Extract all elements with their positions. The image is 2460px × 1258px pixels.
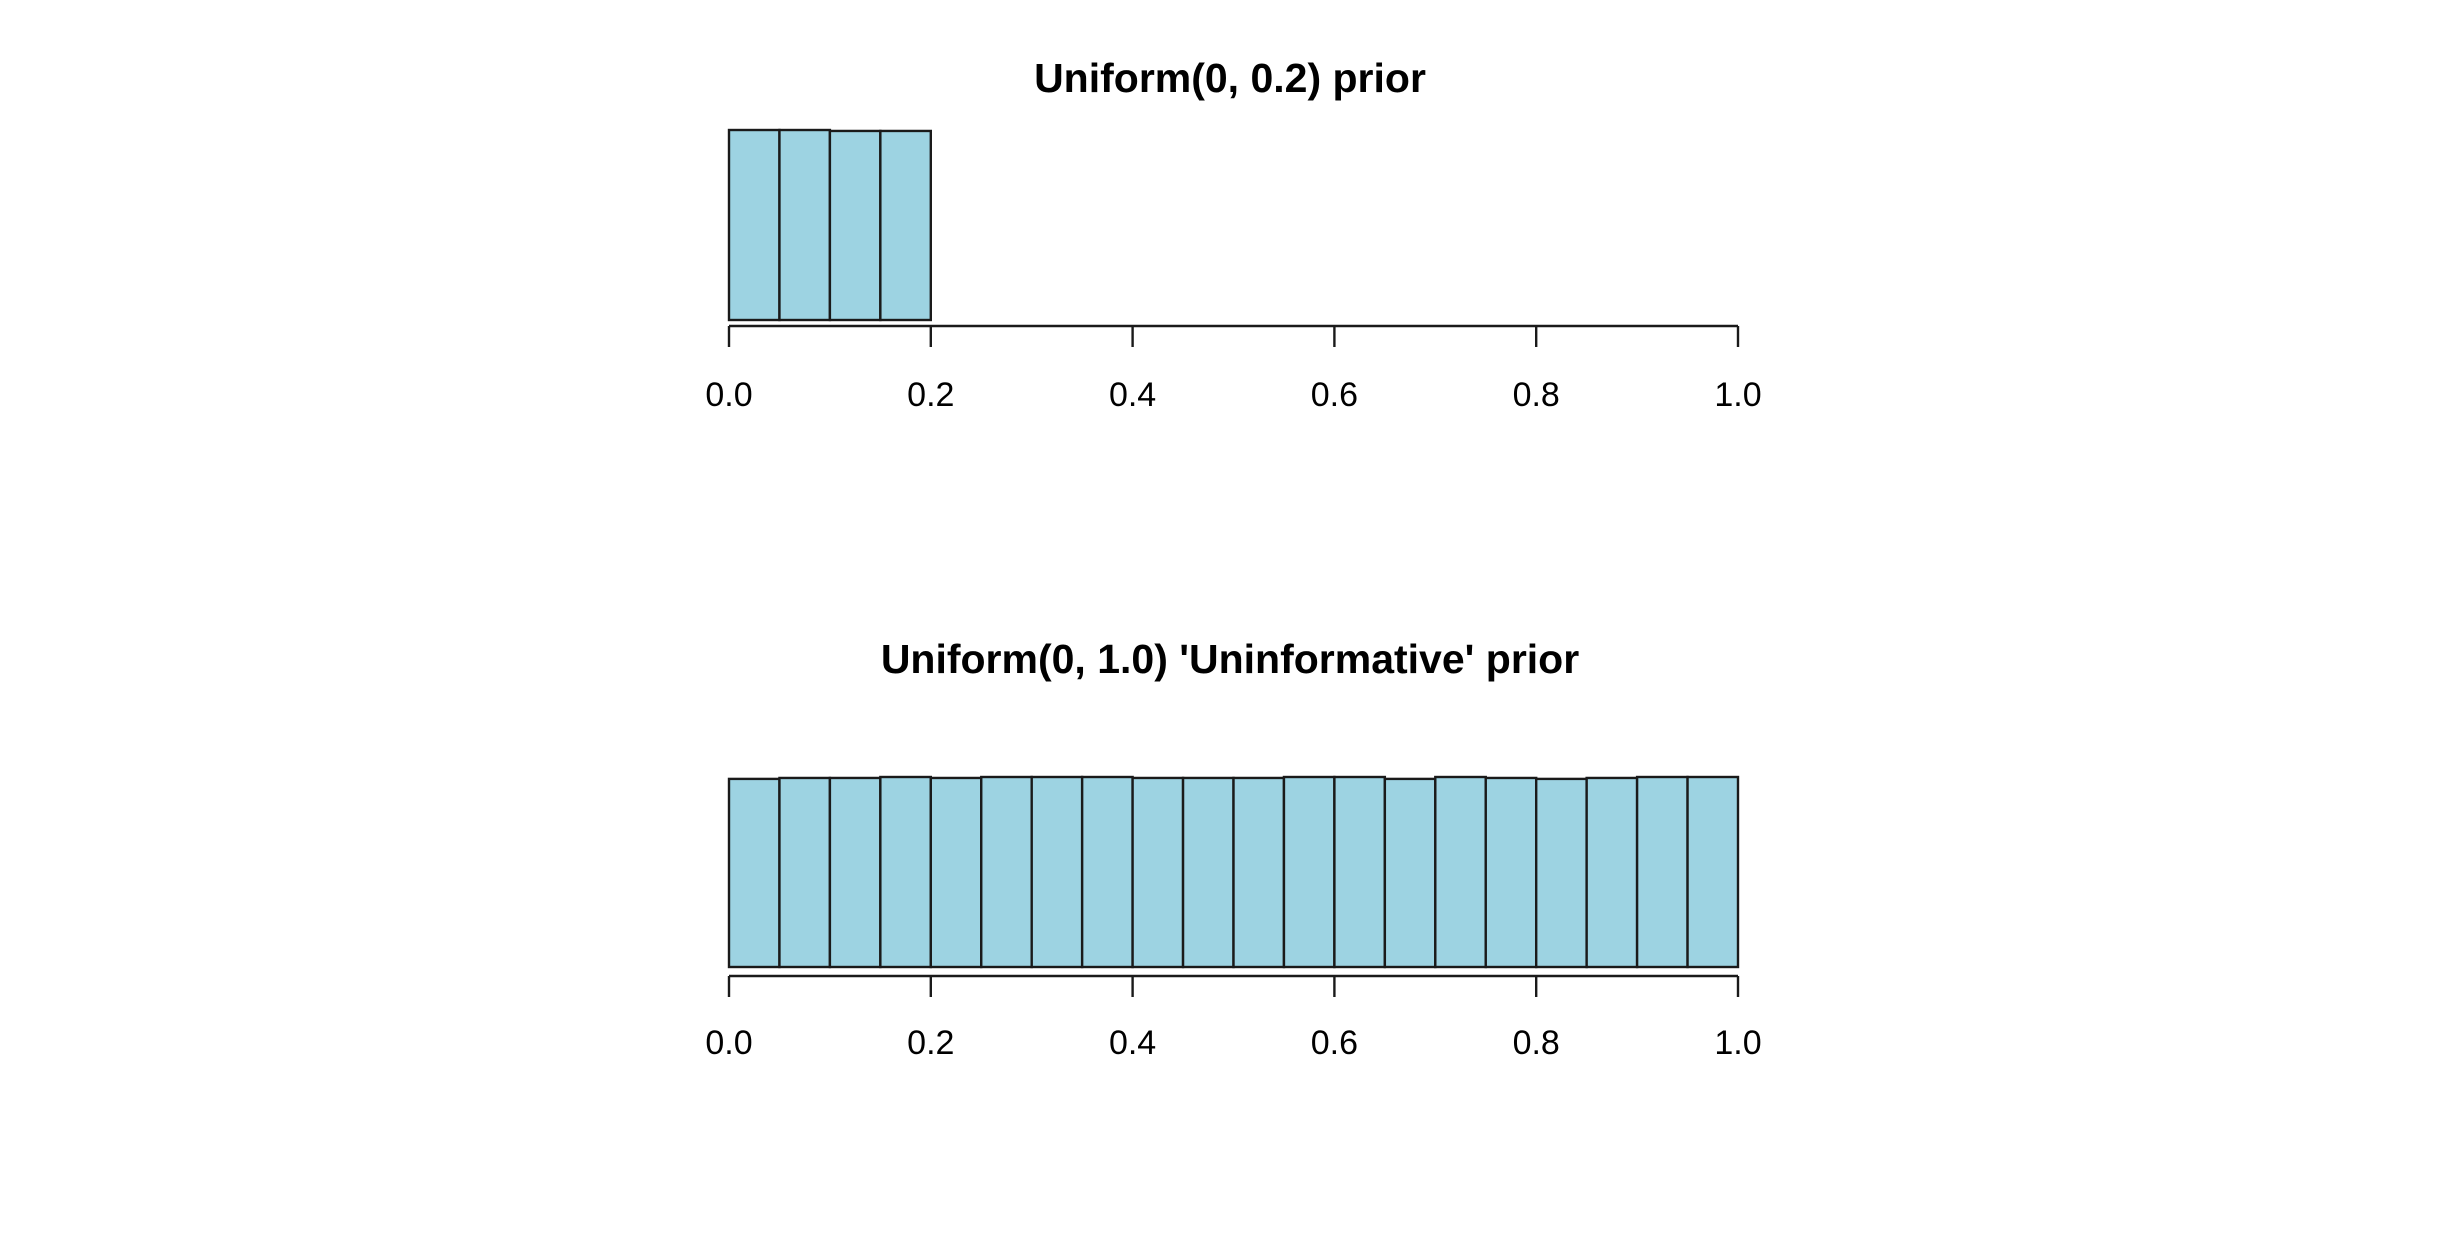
histogram-bar <box>1484 776 1538 969</box>
x-tick-label: 0.4 <box>1109 376 1156 414</box>
histogram-bar <box>1181 776 1235 969</box>
histogram-bar <box>1282 775 1336 969</box>
panel-top: Uniform(0, 0.2) prior 0.0 0.2 0.4 0.6 0.8 1.0 <box>705 55 1761 414</box>
chart-title-bottom: Uniform(0, 1.0) 'Uninformative' prior <box>881 636 1579 682</box>
histogram-bar <box>727 777 781 969</box>
histogram-bar <box>1131 776 1185 969</box>
histogram-bar <box>1635 775 1689 969</box>
x-tick-label: 1.0 <box>1714 1024 1761 1062</box>
histogram-bar <box>879 129 932 322</box>
histogram-bar <box>980 775 1033 969</box>
histogram-bar <box>1686 775 1740 969</box>
histogram-bar <box>1030 775 1084 969</box>
histogram-bar <box>1585 776 1639 969</box>
histogram-bar <box>879 775 932 969</box>
histogram-bar <box>1383 777 1437 969</box>
x-tick-label: 0.2 <box>907 1024 954 1062</box>
x-tick-label: 0.6 <box>1311 376 1358 414</box>
x-tick-label: 0.0 <box>705 376 752 414</box>
histogram-bar <box>1232 776 1286 969</box>
x-tick-label: 0.4 <box>1109 1024 1156 1062</box>
histogram-bar <box>828 129 882 322</box>
histogram-bar <box>1333 775 1387 969</box>
histogram-bar <box>828 776 882 969</box>
x-tick-label: 0.6 <box>1311 1024 1358 1062</box>
panel-bottom: Uniform(0, 1.0) 'Uninformative' prior 0.… <box>705 636 1761 1062</box>
histogram-bar <box>929 776 983 969</box>
bars-bottom <box>727 775 1740 969</box>
x-axis-top: 0.0 0.2 0.4 0.6 0.8 1.0 <box>705 324 1762 414</box>
bars-top <box>727 128 932 322</box>
x-tick-label: 1.0 <box>1714 376 1761 414</box>
histogram-bar <box>1080 775 1134 969</box>
x-axis-bottom: 0.0 0.2 0.4 0.6 0.8 1.0 <box>705 974 1762 1062</box>
histogram-bar <box>1434 775 1487 969</box>
x-tick-label: 0.8 <box>1513 376 1560 414</box>
histogram-bar <box>1534 777 1588 969</box>
histogram-bar <box>778 776 832 969</box>
x-tick-label: 0.2 <box>907 376 954 414</box>
histogram-bar <box>778 128 832 322</box>
chart-title-top: Uniform(0, 0.2) prior <box>1034 55 1426 101</box>
histogram-bar <box>727 128 781 322</box>
x-tick-label: 0.8 <box>1513 1024 1560 1062</box>
x-tick-label: 0.0 <box>705 1024 752 1062</box>
